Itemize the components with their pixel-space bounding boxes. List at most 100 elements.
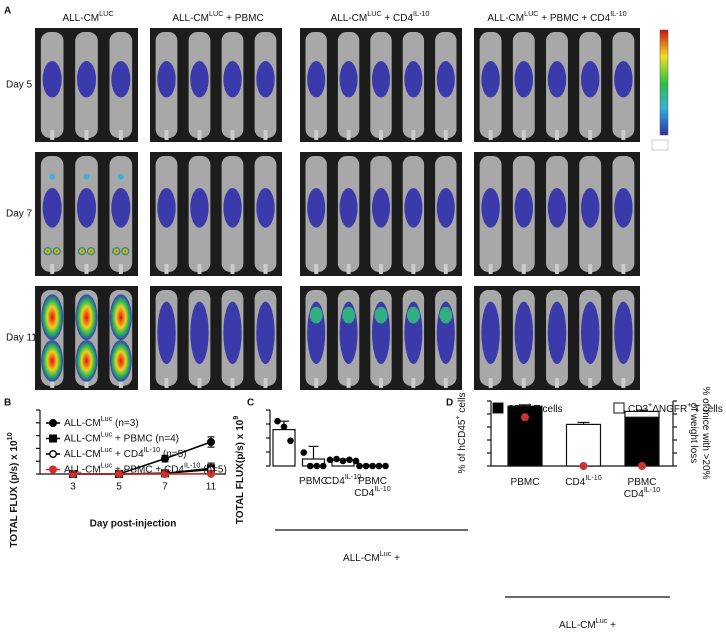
text-run: ALL-CM — [343, 553, 380, 564]
mouse-tail — [379, 378, 383, 388]
text-run: ALL-CM — [487, 13, 524, 24]
mouse-tail — [588, 130, 593, 140]
mouse-tail — [411, 130, 416, 140]
signal — [223, 61, 242, 98]
marker — [68, 470, 77, 479]
mouse-tail — [521, 130, 526, 140]
data-point — [369, 462, 376, 470]
text-run: of weight loss — [688, 403, 699, 464]
signal — [614, 301, 633, 364]
mouse-tail — [50, 130, 55, 140]
signal — [404, 61, 423, 98]
mouse-tail — [118, 264, 123, 274]
text-run: + — [391, 553, 400, 564]
superscript: Luc — [101, 414, 113, 423]
mouse-tail — [118, 130, 123, 140]
text-run: ALL-CM — [64, 433, 101, 444]
mouse-tail — [621, 378, 626, 388]
superscript: IL-10 — [644, 485, 660, 494]
signal — [309, 306, 323, 324]
superscript: 10 — [5, 432, 14, 440]
legend-label: ALL-CMLuc + PBMC + CD4IL-10 (n=5) — [64, 460, 227, 475]
signal — [481, 187, 500, 228]
text-run: (n=3) — [112, 418, 138, 429]
text-run: CD3 — [507, 404, 527, 415]
text-run: ALL-CM — [559, 620, 596, 631]
data-point — [313, 462, 321, 470]
superscript: Luc — [101, 429, 113, 438]
mouse-tail — [621, 264, 626, 274]
data-point — [521, 413, 529, 422]
mouse-tail — [263, 264, 268, 274]
error-bar — [636, 409, 648, 412]
y-axis-label: TOTAL FLUX(p/s) x 109 — [231, 416, 246, 524]
text-run: (n=5) — [200, 464, 226, 475]
signal — [75, 340, 98, 382]
text-run: + PBMC + CD4 — [112, 464, 184, 475]
text-run: CD4 — [354, 488, 374, 499]
bar — [272, 429, 296, 467]
legend-label: ALL-CMLuc + PBMC (n=4) — [64, 429, 179, 444]
legend-label: ALL-CMLuc (n=3) — [64, 414, 139, 429]
signal — [339, 61, 358, 98]
signal — [342, 306, 356, 324]
bar-segment — [624, 416, 660, 467]
superscript: IL-10 — [610, 9, 626, 18]
day-label: Day 11 — [6, 333, 37, 344]
superscript: Luc — [101, 445, 113, 454]
mouse-tail — [230, 130, 235, 140]
signal — [339, 187, 358, 228]
panel-label: C — [247, 398, 254, 409]
signal — [41, 294, 64, 341]
panel-label: A — [4, 6, 11, 17]
signal — [439, 306, 453, 324]
text-run: CD3 — [628, 404, 648, 415]
legend-label: CD3+ΔNGFR+ T cells — [628, 400, 723, 415]
signal — [111, 187, 131, 228]
legend-label: CD3+ T cells — [507, 400, 563, 415]
mouse-tail — [621, 130, 626, 140]
text-run: ALL-CM — [62, 13, 99, 24]
signal — [514, 61, 534, 98]
data-point — [346, 456, 353, 464]
signal — [372, 187, 390, 228]
superscript: + — [453, 415, 462, 419]
x-tick-label: 3 — [70, 482, 76, 493]
signal — [256, 187, 275, 228]
signal — [111, 61, 131, 98]
text-run: PBMC — [511, 477, 540, 488]
text-run: % of mice with >20% — [700, 386, 711, 479]
text-run: % of hCD45 — [457, 419, 468, 473]
data-point — [326, 456, 334, 464]
signal — [547, 187, 567, 228]
mouse-tail — [197, 378, 202, 388]
mouse-tail — [379, 130, 383, 140]
text-run: TOTAL FLUX(p/s) x 10 — [235, 419, 246, 524]
data-point — [579, 462, 588, 470]
data-point — [319, 462, 327, 470]
group-label: ALL-CMLuc + — [559, 616, 616, 631]
signal — [157, 187, 176, 228]
text-run: PBMC — [358, 476, 387, 487]
signal — [481, 301, 500, 364]
x-tick-label: PBMC — [358, 476, 387, 487]
signal — [157, 301, 176, 364]
legend-marker — [49, 434, 58, 443]
mouse-tail — [555, 130, 559, 140]
day-label: Day 5 — [6, 80, 33, 91]
mouse-tail — [84, 130, 89, 140]
text-run: ALL-CM — [331, 13, 368, 24]
superscript: Luc — [596, 616, 608, 625]
mouse-tail — [443, 130, 448, 140]
signal — [157, 61, 176, 98]
mouse-tail — [263, 130, 268, 140]
data-point — [339, 457, 347, 465]
signal — [87, 247, 96, 256]
text-run: + — [607, 620, 616, 631]
superscript: IL-10 — [413, 9, 429, 18]
text-run: T cells — [691, 404, 722, 415]
text-run: (n=5) — [160, 449, 186, 460]
mouse-tail — [411, 378, 416, 388]
mouse-tail — [230, 378, 235, 388]
